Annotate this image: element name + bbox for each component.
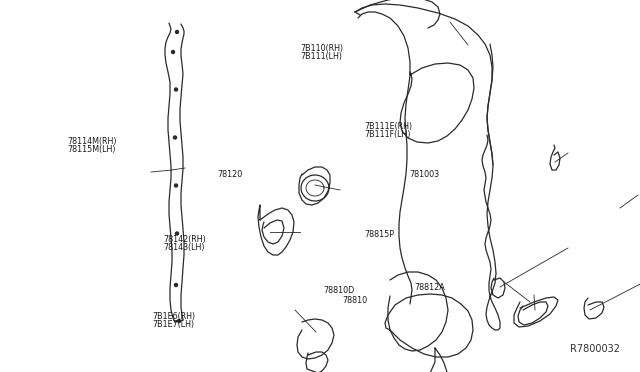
Text: 78810: 78810: [342, 296, 367, 305]
Text: 78142(RH): 78142(RH): [163, 235, 206, 244]
Text: 781003: 781003: [410, 170, 440, 179]
Circle shape: [172, 51, 175, 54]
Circle shape: [177, 320, 180, 323]
Text: R7800032: R7800032: [570, 344, 620, 354]
Text: 7B1E7(LH): 7B1E7(LH): [152, 320, 195, 329]
Circle shape: [175, 31, 179, 33]
Text: 78115M(LH): 78115M(LH): [67, 145, 116, 154]
Text: 78114M(RH): 78114M(RH): [67, 137, 116, 146]
Text: 78143(LH): 78143(LH): [163, 243, 205, 252]
Circle shape: [175, 88, 177, 91]
Circle shape: [175, 184, 177, 187]
Text: 78815P: 78815P: [365, 230, 395, 239]
Circle shape: [173, 136, 177, 139]
Text: 7B111F(LH): 7B111F(LH): [365, 130, 412, 139]
Text: 7B1E6(RH): 7B1E6(RH): [152, 312, 195, 321]
Text: 78120: 78120: [218, 170, 243, 179]
Text: 7B111E(RH): 7B111E(RH): [365, 122, 413, 131]
Text: 78812A: 78812A: [415, 283, 445, 292]
Text: 78810D: 78810D: [323, 286, 355, 295]
Circle shape: [175, 283, 177, 286]
Text: 7B111(LH): 7B111(LH): [301, 52, 343, 61]
Text: 7B110(RH): 7B110(RH): [301, 44, 344, 53]
Circle shape: [175, 232, 179, 235]
